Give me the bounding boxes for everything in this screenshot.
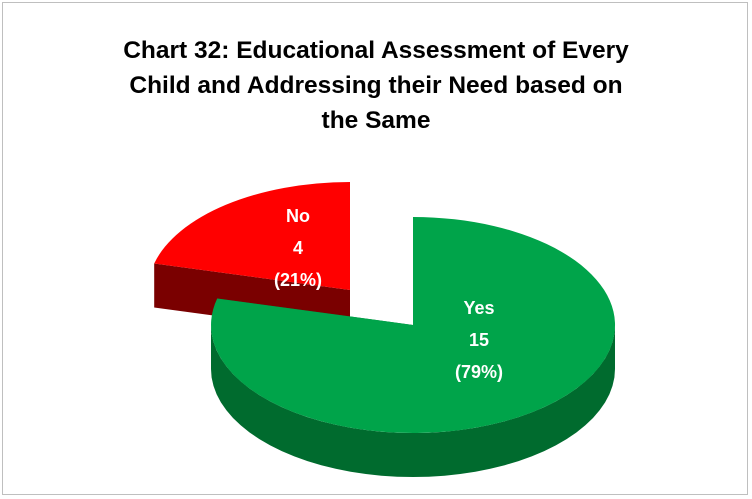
slice-yes-top <box>211 217 616 433</box>
slice-label-yes-value: 15 <box>469 330 489 350</box>
chart-title-line-1: Chart 32: Educational Assessment of Ever… <box>123 37 629 64</box>
chart-title-line-2: Child and Addressing their Need based on <box>129 72 623 99</box>
slice-label-no-name: No <box>286 206 310 226</box>
chart-title: Chart 32: Educational Assessment of Ever… <box>3 33 749 138</box>
slice-label-no-value: 4 <box>293 238 303 258</box>
chart-title-line-3: the Same <box>321 107 431 134</box>
slice-label-yes-percent: (79%) <box>455 362 503 382</box>
slice-no-top <box>154 182 350 290</box>
slice-label-yes-name: Yes <box>463 298 494 318</box>
slice-label-no-percent: (21%) <box>274 270 322 290</box>
slice-yes-side <box>211 325 615 477</box>
slice-yes <box>211 217 616 477</box>
